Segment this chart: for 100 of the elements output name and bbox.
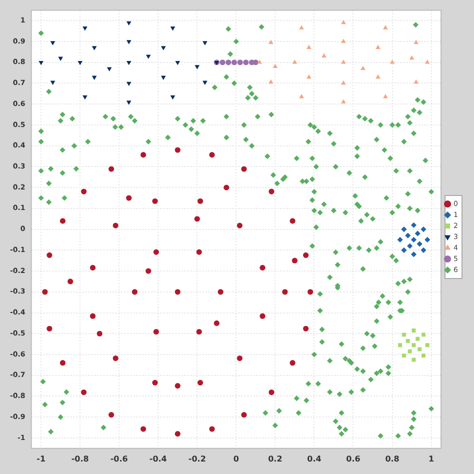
point [224, 184, 230, 190]
point [194, 216, 200, 222]
point [341, 38, 346, 43]
point [401, 226, 407, 232]
point [82, 95, 88, 100]
x-tick-label: 0 [233, 454, 240, 464]
point [292, 60, 298, 64]
point [50, 80, 56, 85]
point [146, 54, 151, 59]
x-tick-label: -0.4 [149, 454, 168, 464]
point [152, 198, 158, 204]
point [422, 354, 426, 358]
point [241, 412, 247, 418]
point [160, 76, 166, 80]
point [231, 60, 238, 66]
point [418, 347, 422, 352]
x-tick-label: 0.6 [346, 454, 361, 464]
x-tick-label: -0.8 [71, 454, 90, 464]
point [303, 252, 309, 258]
point [401, 247, 407, 253]
point [153, 249, 159, 255]
point [260, 313, 266, 319]
point [397, 236, 403, 243]
point [202, 41, 208, 46]
point [282, 289, 288, 295]
point [126, 100, 132, 105]
point [140, 426, 146, 432]
point [414, 79, 418, 84]
point [92, 76, 97, 80]
point [398, 343, 402, 348]
point [108, 166, 114, 172]
point [106, 67, 112, 72]
point [80, 188, 87, 194]
x-tick-label: -0.6 [110, 454, 128, 464]
point [197, 198, 204, 204]
point [209, 152, 215, 158]
point [146, 268, 152, 274]
point [96, 330, 102, 336]
point [402, 354, 406, 358]
point [420, 247, 426, 253]
point [126, 60, 132, 66]
point [236, 222, 242, 228]
point [175, 60, 180, 66]
point [308, 289, 314, 295]
point [237, 60, 243, 66]
point [126, 21, 132, 26]
point [268, 40, 274, 44]
point [126, 195, 132, 201]
point [322, 53, 326, 58]
point [290, 218, 296, 224]
point [196, 328, 202, 335]
point [306, 44, 312, 49]
point [42, 289, 48, 295]
point [414, 40, 418, 44]
point [402, 332, 406, 337]
point [112, 222, 118, 228]
x-tick-label: 0.2 [268, 454, 282, 464]
point [174, 430, 180, 437]
point [126, 82, 132, 86]
point [414, 230, 420, 236]
point [214, 320, 220, 326]
point [196, 249, 202, 255]
point [383, 25, 388, 30]
point [152, 380, 158, 386]
point [390, 60, 395, 64]
point [82, 26, 88, 31]
point [170, 95, 176, 100]
x-tick-label: 1 [428, 454, 434, 464]
point [420, 226, 426, 232]
point [410, 222, 417, 228]
point [241, 166, 247, 172]
point [272, 64, 278, 68]
point [194, 65, 200, 70]
point [46, 252, 52, 258]
point [60, 218, 66, 224]
point [341, 80, 346, 85]
point [341, 99, 346, 104]
point [218, 289, 224, 295]
point [92, 46, 97, 50]
point [406, 338, 410, 343]
point [170, 26, 176, 31]
point [243, 60, 249, 66]
point [112, 355, 118, 362]
point [220, 60, 226, 66]
point [260, 264, 266, 270]
x-tick-label: -1 [36, 454, 46, 464]
point [376, 74, 380, 79]
point [140, 152, 146, 158]
point [405, 232, 411, 238]
point [68, 278, 74, 284]
point [410, 236, 417, 243]
point [409, 55, 414, 60]
point [341, 60, 346, 64]
point [126, 40, 132, 44]
point [410, 252, 417, 258]
point [236, 355, 242, 362]
point [422, 332, 426, 337]
point [80, 389, 87, 396]
x-tick-label: -0.2 [188, 454, 206, 464]
point [299, 94, 304, 98]
